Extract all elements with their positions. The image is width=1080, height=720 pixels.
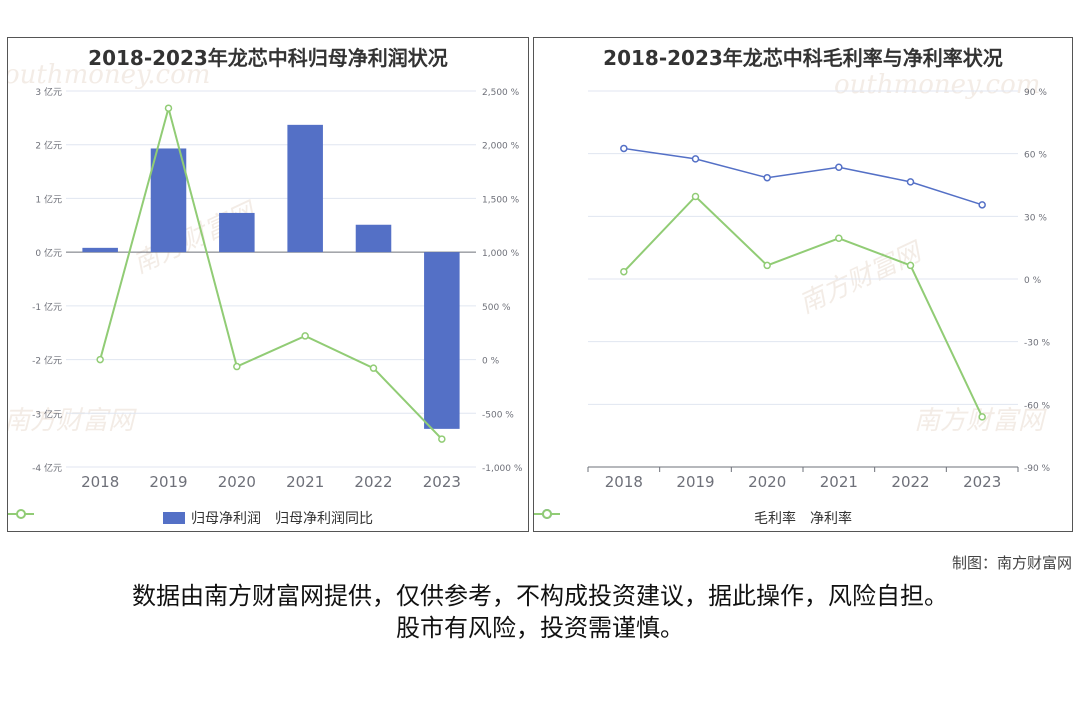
x-tick-label: 2020: [218, 473, 256, 491]
yoy-line: [99, 104, 443, 440]
x-tick-label: 2019: [149, 473, 187, 491]
yoy-point-2021: [301, 332, 309, 340]
yoy-point-2022: [369, 364, 378, 372]
margin-chart-svg: 90 % 60 % 30 % 0 % -30 % -60 % -90 % 2018 2019 20…: [587, 88, 1051, 491]
y-left-tick-label: -2 亿元: [32, 355, 62, 367]
yoy-point-2018: [96, 355, 104, 364]
chart-title: 2018-2023年龙芯中科毛利率与净利率状况: [603, 46, 1003, 70]
y-right-tick-label: 1,500 %: [482, 195, 520, 205]
series-line-0: [623, 147, 983, 206]
series-0-point-2022: [906, 178, 915, 186]
bar-2018: [82, 247, 118, 253]
series-0-point-2023: [978, 201, 986, 209]
series-0-point-2020: [763, 173, 771, 182]
legend-label: 毛利率: [754, 511, 796, 527]
y-left-tick-label: -1 亿元: [32, 301, 62, 313]
y-left-tick-label: 2 亿元: [35, 140, 62, 152]
y-left-tick-label: 3 亿元: [35, 86, 62, 98]
margin-chart-panel: outhmoney.com 南方财富网 南方财富网 2018-2023年龙芯中科…: [533, 37, 1073, 532]
y-right-tick-label: -500 %: [482, 410, 514, 420]
y-right-tick-label: 0 %: [482, 357, 500, 367]
chart-legend[interactable]: 归母净利润 归母净利润同比: [8, 508, 528, 528]
yoy-point-2023: [438, 435, 446, 443]
y-right-tick-label: 30 %: [1024, 213, 1047, 223]
chart-credit: 制图：南方财富网: [951, 554, 1072, 572]
x-tick-label: 2021: [286, 473, 324, 491]
line-swatch-icon: [534, 509, 560, 519]
yoy-point-2020: [233, 362, 241, 371]
disclaimer-line-1: 数据由南方财富网提供，仅供参考，不构成投资建议，据此操作，风险自担。: [132, 582, 948, 610]
x-tick-label: 2023: [963, 473, 1001, 491]
y-left-tick-label: -4 亿元: [32, 462, 62, 474]
y-right-tick-label: 0 %: [1024, 276, 1042, 286]
legend-item-gross-margin[interactable]: 毛利率: [534, 508, 796, 528]
disclaimer-line-2: 股市有风险，投资需谨慎。: [396, 614, 684, 642]
net-profit-chart-svg: 3 亿元 2 亿元 1 亿元 0 亿元 -1 亿元 -2 亿元 -3 亿元 -4 亿元 2,50…: [32, 86, 523, 491]
x-tick-label: 2019: [676, 473, 714, 491]
y-right-tick-label: 2,000 %: [482, 142, 520, 152]
legend-label: 归母净利润: [191, 511, 261, 527]
series-0-point-2018: [620, 144, 628, 153]
x-tick-label: 2018: [605, 473, 643, 491]
series-0-point-2021: [835, 163, 843, 171]
bar-2020: [219, 212, 255, 253]
legend-label: 归母净利润同比: [275, 511, 373, 527]
legend-item-net-margin[interactable]: 净利率: [534, 508, 852, 528]
y-right-tick-label: 500 %: [482, 303, 511, 313]
legend-item-net-profit[interactable]: 归母净利润: [163, 508, 261, 528]
series-0-point-2019: [691, 155, 700, 163]
y-left-tick-label: 0 亿元: [35, 247, 62, 259]
disclaimer: 数据由南方财富网提供，仅供参考，不构成投资建议，据此操作，风险自担。 股市有风险…: [0, 580, 1080, 644]
y-right-tick-label: 90 %: [1024, 88, 1047, 98]
x-tick-label: 2021: [820, 473, 858, 491]
line-swatch-icon: [8, 509, 34, 519]
yoy-point-2019: [164, 104, 173, 112]
y-right-tick-label: -1,000 %: [482, 464, 523, 474]
chart-legend[interactable]: 毛利率 净利率: [534, 508, 1072, 528]
y-right-tick-label: 1,000 %: [482, 249, 520, 259]
y-left-tick-label: -3 亿元: [32, 408, 62, 420]
legend-label: 净利率: [810, 511, 852, 527]
x-tick-label: 2020: [748, 473, 786, 491]
chart-title: 2018-2023年龙芯中科归母净利润状况: [88, 46, 448, 70]
x-tick-label: 2023: [423, 473, 461, 491]
bar-2023: [424, 252, 460, 429]
net-profit-chart-panel: outhmoney.com 南方财富网 南方财富网 2018-2023年龙芯中科…: [7, 37, 529, 532]
series-line-1: [623, 195, 984, 418]
y-right-tick-label: -30 %: [1024, 339, 1051, 349]
x-tick-label: 2022: [354, 473, 392, 491]
series-1-point-2021: [835, 234, 843, 243]
y-right-tick-label: -90 %: [1024, 464, 1051, 474]
x-tick-label: 2018: [81, 473, 119, 491]
y-right-tick-label: 60 %: [1024, 151, 1047, 161]
bar-2021: [287, 124, 323, 253]
y-right-tick-label: -60 %: [1024, 401, 1051, 411]
legend-item-net-profit-yoy[interactable]: 归母净利润同比: [8, 508, 373, 528]
bar-2019: [150, 148, 187, 253]
x-tick-label: 2022: [891, 473, 929, 491]
series-1-point-2019: [691, 192, 700, 201]
series-1-point-2018: [620, 267, 628, 276]
y-right-tick-label: 2,500 %: [482, 88, 520, 98]
bar-swatch-icon: [163, 512, 185, 524]
bar-2022: [355, 224, 392, 253]
y-left-tick-label: 1 亿元: [35, 193, 62, 205]
series-1-point-2023: [978, 413, 986, 421]
series-1-point-2020: [763, 261, 771, 270]
series-1-point-2022: [906, 261, 915, 270]
